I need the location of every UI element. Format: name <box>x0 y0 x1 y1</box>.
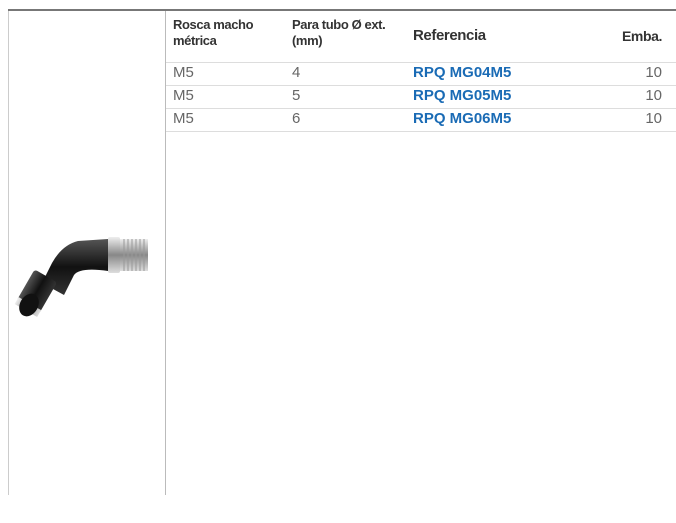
reference-link[interactable]: RPQ MG04M5 <box>413 64 512 81</box>
table-cell: M5 <box>173 110 194 127</box>
top-rule <box>8 9 676 11</box>
product-image <box>14 237 148 318</box>
reference-link[interactable]: RPQ MG05M5 <box>413 87 512 104</box>
table-cell: 6 <box>292 110 301 127</box>
divider <box>165 11 166 495</box>
column-header: Rosca macho métrica <box>173 17 254 48</box>
table-cell: M5 <box>173 64 194 81</box>
column-header: Para tubo Ø ext. (mm) <box>292 17 386 48</box>
column-header: Referencia <box>413 27 486 44</box>
table-cell: 5 <box>292 87 301 104</box>
table-row <box>166 85 676 109</box>
left-rule <box>8 11 9 495</box>
table-cell: M5 <box>173 87 194 104</box>
table-cell: 10 <box>645 64 662 81</box>
table-row <box>166 108 676 132</box>
reference-link[interactable]: RPQ MG06M5 <box>413 110 512 127</box>
table-cell: 10 <box>645 87 662 104</box>
table-row <box>166 62 676 86</box>
table-cell: 10 <box>645 110 662 127</box>
column-header: Emba. <box>621 28 662 44</box>
header-row <box>166 11 676 63</box>
table-cell: 4 <box>292 64 301 81</box>
